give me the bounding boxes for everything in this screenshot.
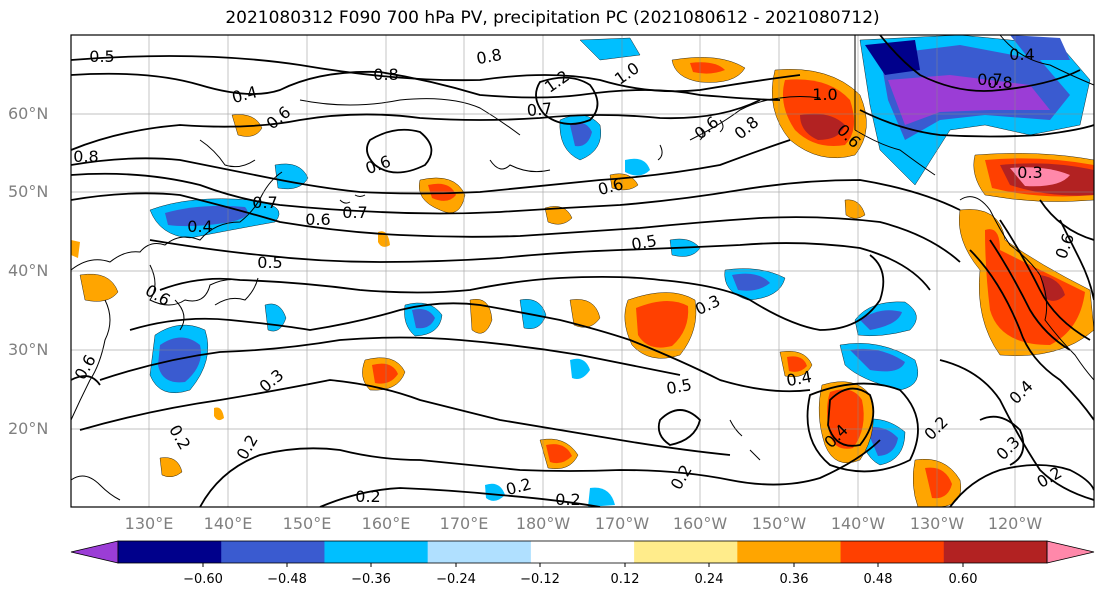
lat-label-50n: 50°N	[8, 182, 49, 201]
contour-label: 1.0	[812, 85, 837, 104]
contour-label: 0.2	[504, 474, 534, 499]
colorbar-segment	[840, 541, 945, 563]
colorbar-segment	[634, 541, 738, 563]
lon-label-120w: 120°W	[987, 514, 1043, 533]
contour-label: 0.7	[342, 203, 367, 222]
colorbar-tick-label: 0.48	[863, 572, 893, 587]
colorbar-tick-label: −0.60	[183, 572, 223, 587]
lat-label-60n: 60°N	[8, 104, 49, 123]
contour-label: 0.6	[596, 174, 626, 199]
contour-label: 0.6	[305, 210, 330, 229]
lon-label-150w: 150°W	[751, 514, 807, 533]
lon-label-160e: 160°E	[361, 514, 411, 533]
lon-label-130w: 130°W	[909, 514, 965, 533]
contour-label: 0.4	[187, 217, 212, 236]
map-title: 2021080312 F090 700 hPa PV, precipitatio…	[225, 8, 880, 28]
contour-label: 0.4	[1005, 376, 1036, 407]
colorbar-extend-min	[70, 540, 119, 564]
gridlines	[71, 35, 1094, 507]
lat-label-40n: 40°N	[8, 261, 49, 280]
colorbar-tick-label: 0.60	[948, 572, 978, 587]
lon-label-150e: 150°E	[282, 514, 332, 533]
contour-label: 0.2	[165, 421, 194, 453]
lat-label-20n: 20°N	[8, 419, 49, 438]
contour-label: 0.3	[692, 291, 723, 319]
contour-label: 0.7	[526, 99, 553, 120]
colorbar-tick-label: 0.24	[694, 572, 724, 587]
colorbar-segment	[118, 541, 222, 563]
lon-label-160w: 160°W	[672, 514, 728, 533]
contour-label: 0.8	[475, 45, 503, 68]
contour-label: 0.6	[1052, 231, 1079, 261]
contour-label: 1.2	[541, 66, 573, 96]
precip-positive-shading	[71, 57, 1094, 507]
contour-label: 0.7	[252, 193, 277, 212]
contour-label: 0.8	[731, 112, 763, 143]
lon-label-140e: 140°E	[203, 514, 253, 533]
colorbar-tick-label: 0.12	[610, 572, 640, 587]
colorbar-tick-label: −0.36	[351, 572, 391, 587]
colorbar-segment	[943, 541, 1048, 563]
contour-label: 0.8	[73, 147, 98, 166]
contour-label: 0.3	[256, 365, 288, 396]
colorbar-segment	[737, 541, 842, 563]
lat-label-30n: 30°N	[8, 340, 49, 359]
colorbar-segment	[530, 541, 635, 563]
coastlines	[71, 35, 1094, 501]
map-frame	[70, 34, 1095, 508]
contour-label: 0.2	[667, 461, 696, 493]
contour-label: 0.4	[1009, 45, 1034, 64]
contour-label: 0.6	[263, 102, 295, 133]
colorbar-tick-label: −0.48	[267, 572, 307, 587]
colorbar-tick-label: −0.12	[520, 572, 560, 587]
contour-label: 0.2	[555, 490, 580, 509]
contour-label: 0.5	[665, 375, 693, 398]
contour-label: 0.5	[630, 231, 658, 254]
colorbar-segment	[324, 541, 429, 563]
colorbar-tick-label: −0.24	[436, 572, 476, 587]
contour-label: 0.7	[977, 70, 1002, 89]
contour-label: 0.3	[1017, 163, 1042, 182]
pv-contours	[71, 35, 1094, 507]
colorbar-segment	[427, 541, 532, 563]
lon-label-130e: 130°E	[124, 514, 174, 533]
colorbar	[70, 540, 1095, 567]
colorbar-extend-max	[1046, 540, 1095, 564]
colorbar-tick-label: 0.36	[779, 572, 809, 587]
contour-label: 0.8	[987, 73, 1012, 92]
lon-label-180w: 180°W	[515, 514, 571, 533]
contour-label: 0.2	[920, 412, 951, 443]
lon-label-170w: 170°W	[594, 514, 650, 533]
contour-label: 0.5	[257, 253, 282, 272]
contour-label: 0.2	[233, 431, 262, 463]
contour-label: 0.5	[89, 47, 114, 66]
contour-label: 0.2	[355, 487, 380, 506]
contour-label: 0.8	[373, 65, 398, 84]
lon-label-170e: 170°E	[439, 514, 489, 533]
colorbar-segment	[221, 541, 325, 563]
contour-label: 0.4	[230, 82, 260, 107]
contour-label: 0.4	[785, 367, 813, 390]
lon-label-140w: 140°W	[830, 514, 886, 533]
